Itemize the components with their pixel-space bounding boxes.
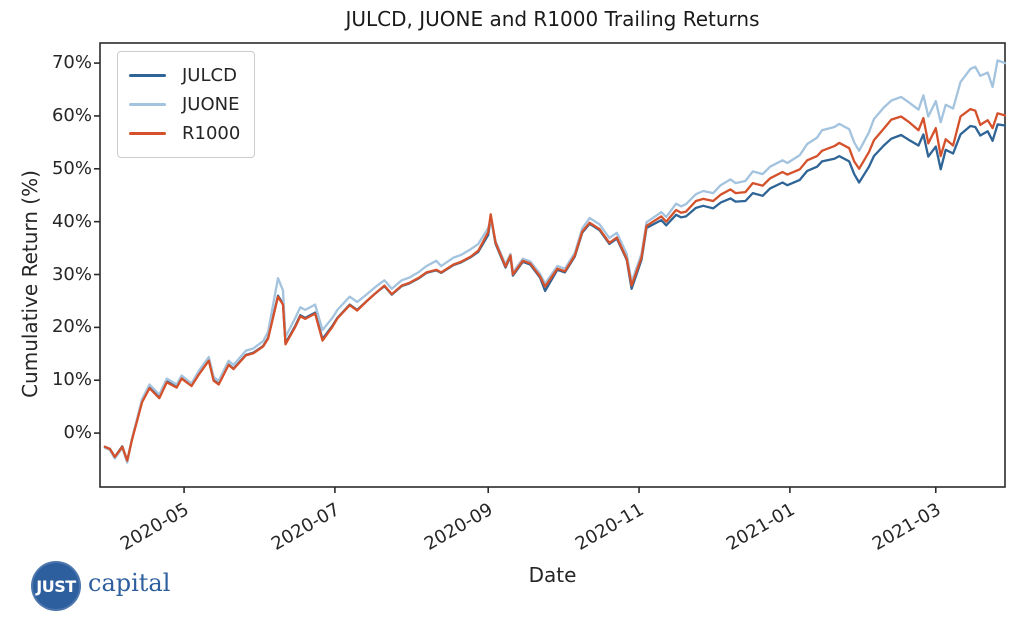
julcd-line-swatch [129, 73, 166, 78]
just-logo-badge: JUST [31, 561, 81, 611]
legend-item-r1000: R1000 [129, 119, 240, 148]
plot-frame [99, 42, 1006, 488]
y-tick-label: 0% [63, 422, 92, 444]
r1000-line-swatch [129, 131, 166, 136]
legend-item-juone: JUONE [129, 90, 240, 119]
y-tick-label: 20% [51, 316, 92, 338]
just-capital-logo: JUST capital [31, 561, 170, 611]
just-logo-wordmark: capital [88, 569, 171, 597]
r1000-line [103, 107, 1007, 462]
y-tick-label: 30% [51, 263, 92, 285]
chart-title: JULCD, JUONE and R1000 Trailing Returns [345, 7, 760, 31]
legend-label-r1000: R1000 [182, 123, 241, 144]
legend-label-julcd: JULCD [182, 65, 237, 86]
legend: JULCD JUONE R1000 [117, 51, 256, 158]
legend-label-juone: JUONE [182, 94, 240, 115]
juone-line-swatch [129, 102, 166, 107]
legend-item-julcd: JULCD [129, 61, 240, 90]
y-tick-label: 70% [51, 52, 92, 74]
y-tick-label: 50% [51, 157, 92, 179]
x-axis-label: Date [528, 563, 577, 587]
juone-line [103, 59, 1007, 464]
julcd-line [103, 123, 1007, 463]
y-tick-label: 60% [51, 104, 92, 126]
y-tick-label: 10% [51, 369, 92, 391]
y-tick-label: 40% [51, 210, 92, 232]
